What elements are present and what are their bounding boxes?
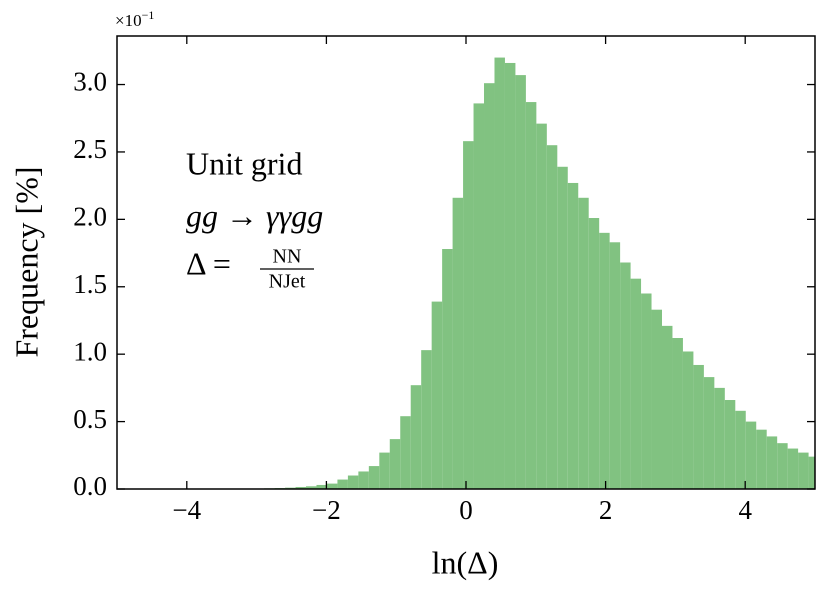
annotation: Unit grid: [186, 145, 302, 181]
bar: [682, 351, 694, 489]
bar: [766, 436, 778, 489]
annotation: Δ =: [186, 245, 231, 281]
bar: [609, 242, 621, 489]
bar: [494, 57, 505, 489]
y-axis-label: Frequency [%]: [8, 166, 44, 357]
x-tick-label: 2: [599, 495, 613, 525]
bar: [630, 278, 642, 489]
bars: [264, 57, 815, 489]
annotation: gg → γγgg: [186, 197, 323, 233]
bar: [798, 452, 809, 489]
bar: [651, 309, 662, 489]
x-tick-label: −4: [172, 495, 201, 525]
bar: [567, 182, 579, 489]
bar: [295, 486, 307, 489]
bar: [588, 218, 600, 489]
bar: [484, 83, 495, 489]
bar: [546, 145, 558, 489]
bar: [536, 123, 547, 489]
bar: [326, 483, 338, 489]
bar: [347, 475, 359, 489]
bar: [400, 416, 411, 489]
bar: [316, 484, 327, 489]
bar: [410, 385, 422, 489]
y-tick-label: 2.0: [73, 202, 107, 232]
bar: [620, 262, 631, 489]
bar: [578, 197, 589, 489]
bar: [442, 249, 453, 489]
bar: [703, 377, 715, 489]
y-tick-label: 0.5: [73, 404, 107, 434]
bar: [379, 452, 390, 489]
bar: [515, 75, 526, 489]
bar: [421, 350, 432, 489]
bar: [431, 301, 443, 489]
bar: [745, 421, 757, 489]
bar: [777, 443, 788, 489]
bar: [693, 364, 704, 489]
bar: [337, 479, 348, 489]
bar: [724, 400, 736, 489]
bar: [661, 325, 673, 489]
y-tick-label: 0.0: [73, 471, 107, 501]
bar: [358, 471, 369, 489]
bar: [599, 232, 610, 489]
bar: [452, 197, 464, 489]
y-tick-label: 1.0: [73, 336, 107, 366]
bar: [641, 293, 652, 489]
bar: [756, 429, 767, 489]
bar: [525, 102, 537, 489]
bar: [473, 103, 485, 489]
x-axis-label: ln(Δ): [432, 544, 499, 580]
bar: [504, 62, 516, 489]
y-tick-label: 3.0: [73, 67, 107, 97]
bar: [714, 387, 725, 489]
x-tick-label: 0: [459, 495, 473, 525]
bar: [735, 410, 746, 489]
x-tick-label: 4: [738, 495, 752, 525]
bar: [808, 456, 815, 489]
bar: [672, 338, 683, 489]
bar: [368, 466, 380, 489]
bar: [306, 486, 317, 489]
y-tick-label: 2.5: [73, 134, 107, 164]
bar: [787, 448, 799, 489]
bar: [463, 141, 474, 489]
bar: [557, 166, 568, 489]
offset-text: ×10−1: [115, 8, 154, 30]
bar: [389, 439, 401, 489]
annotation: NN: [273, 246, 302, 268]
x-tick-label: −2: [312, 495, 341, 525]
annotation: NJet: [269, 271, 306, 293]
y-tick-label: 1.5: [73, 269, 107, 299]
